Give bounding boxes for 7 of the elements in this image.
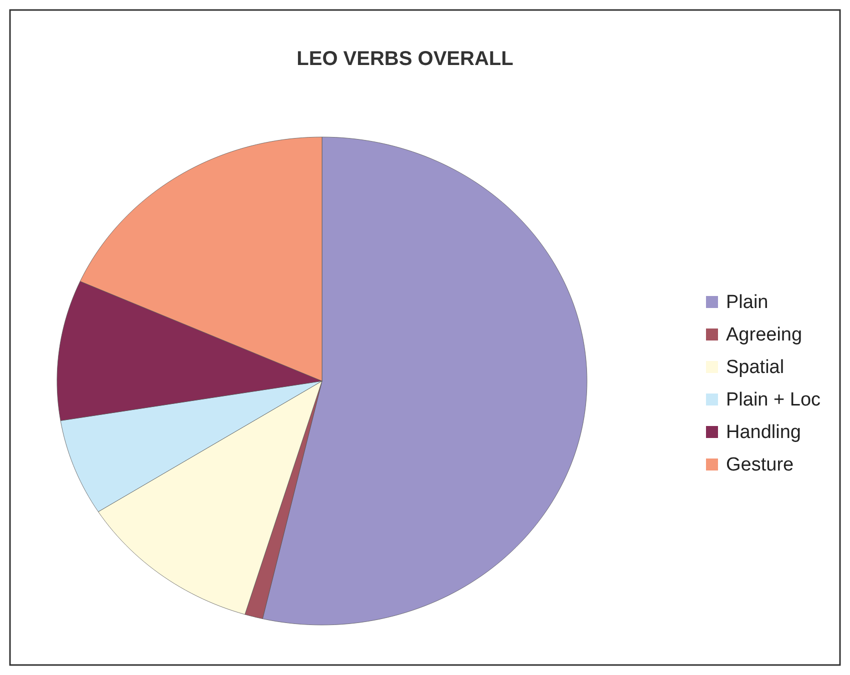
legend-label: Gesture	[726, 454, 794, 476]
legend-label: Agreeing	[726, 324, 802, 346]
legend-label: Handling	[726, 422, 801, 443]
legend-label: Plain	[726, 292, 768, 313]
legend-label: Spatial	[726, 357, 784, 378]
legend-label: Plain + Loc	[726, 390, 821, 410]
chart-title: LEO VERBS OVERALL	[296, 48, 514, 70]
